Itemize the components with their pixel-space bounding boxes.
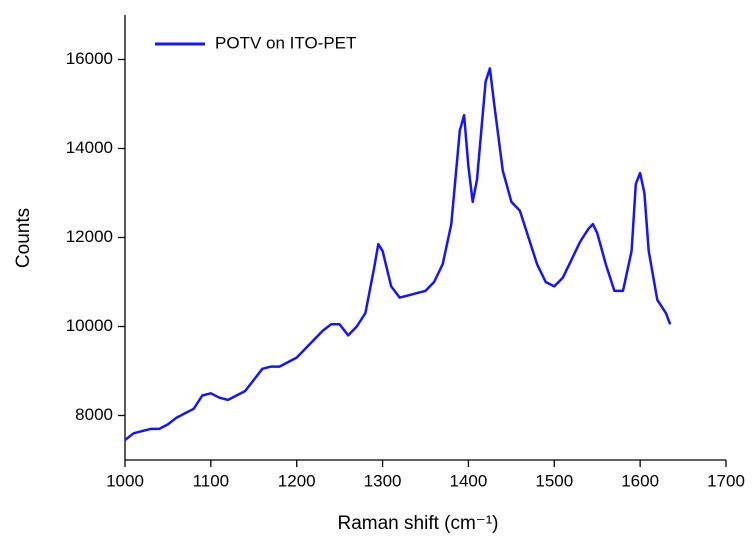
x-tick-label: 1600 <box>621 471 659 490</box>
y-tick-label: 8000 <box>75 405 113 424</box>
legend-label: POTV on ITO-PET <box>215 33 356 52</box>
y-tick-label: 14000 <box>66 138 113 157</box>
x-tick-label: 1000 <box>106 471 144 490</box>
y-axis-label: Counts <box>13 208 34 268</box>
y-tick-label: 12000 <box>66 227 113 246</box>
y-tick-label: 16000 <box>66 49 113 68</box>
y-tick-label: 10000 <box>66 316 113 335</box>
spectrum-line <box>124 67 672 441</box>
x-tick-label: 1300 <box>364 471 402 490</box>
x-tick-label: 1200 <box>278 471 316 490</box>
x-tick-label: 1400 <box>450 471 488 490</box>
x-tick-label: 1100 <box>193 471 230 490</box>
x-tick-label: 1700 <box>707 471 745 490</box>
x-tick-label: 1500 <box>535 471 573 490</box>
x-axis-label: Raman shift (cm⁻¹) <box>338 513 499 534</box>
